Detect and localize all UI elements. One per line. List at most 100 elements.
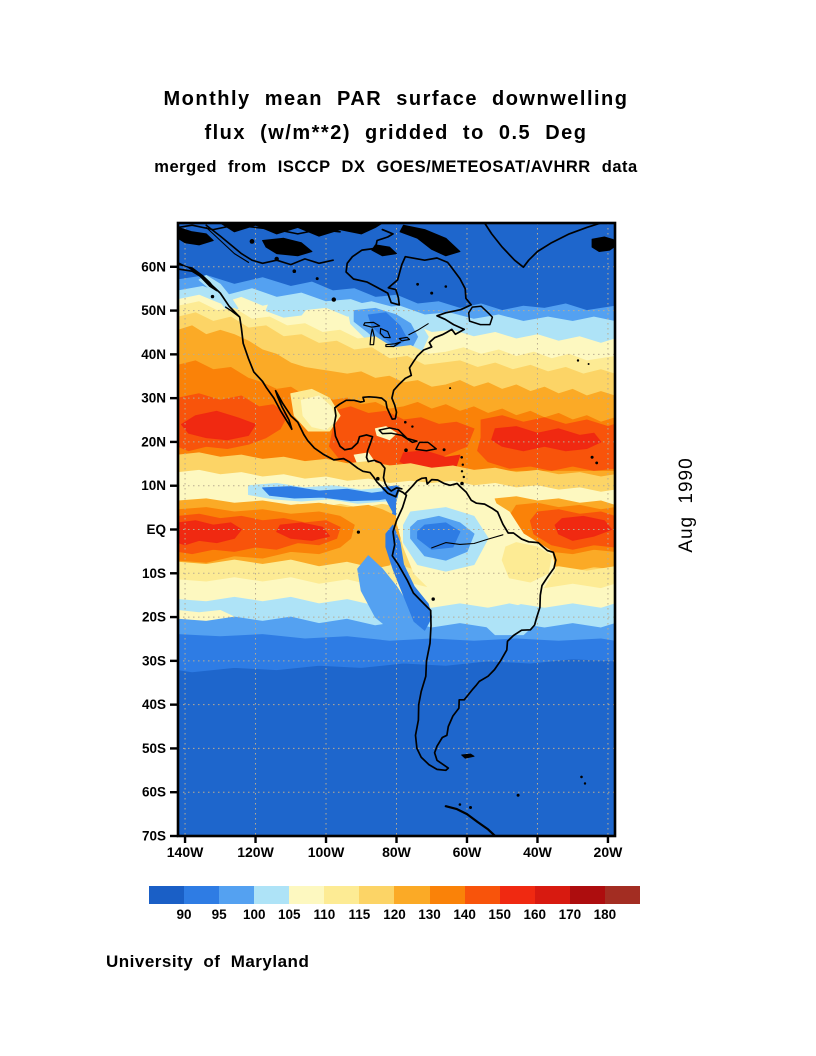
colorbar-label: 90 <box>176 907 192 922</box>
lat-tick-label: EQ <box>146 522 166 537</box>
axes-frame <box>170 221 617 843</box>
colorbar-label: 180 <box>593 907 617 922</box>
island-dot <box>583 782 587 785</box>
lat-tick-label: 60S <box>142 785 166 800</box>
lon-tick-label: 20W <box>594 844 624 857</box>
colorbar-label: 120 <box>383 907 406 922</box>
colorbar-segment-4 <box>289 886 325 904</box>
island-dot <box>444 285 448 288</box>
chart-title-line2: flux (w/m**2) gridded to 0.5 Deg <box>204 122 588 144</box>
flux-region-6 <box>265 299 309 318</box>
lon-tick-label: 40W <box>523 844 553 857</box>
lat-tick-label: 60N <box>141 259 166 274</box>
island-dot <box>516 793 520 797</box>
vancouver-island <box>224 306 240 317</box>
flux-region-5 <box>367 312 408 347</box>
lat-tick-label: 30N <box>141 391 166 406</box>
colorbar-segment-5 <box>324 886 360 904</box>
island-dot <box>210 294 215 299</box>
lat-tick-label: 10S <box>142 566 166 581</box>
colorbar-segment-6 <box>359 886 395 904</box>
coastlines <box>178 223 615 836</box>
lake-huron <box>379 327 391 339</box>
lat-tick-label: 50S <box>142 741 166 756</box>
lat-tick-label: 30S <box>142 653 166 668</box>
greenland <box>483 223 602 269</box>
falkland-islands <box>461 753 475 759</box>
se-alaska-archipelago <box>178 261 218 292</box>
flux-region-36 <box>554 515 612 541</box>
chart-subtitle: merged from ISCCP DX GOES/METEOSAT/AVHRR… <box>154 158 638 176</box>
chart-title-line1: Monthly mean PAR surface downwelling <box>163 88 629 110</box>
island-dot <box>587 363 590 365</box>
lat-tick-label: 70S <box>142 829 166 844</box>
colorbar-label: 150 <box>488 907 511 922</box>
colorbar-label: 170 <box>558 907 582 922</box>
island-dot <box>576 359 580 362</box>
island-dot <box>274 256 279 262</box>
antarctic-peninsula <box>444 805 497 836</box>
colorbar-segment-9 <box>464 886 500 904</box>
lat-tick-label: 20N <box>141 434 166 449</box>
island-dot <box>315 277 319 281</box>
island-dot <box>331 297 336 302</box>
axes-tick-labels: 60N 50N 40N 30N 20N 10N EQ 10S 20S 30S 40S 50S 60S 70… <box>141 259 623 857</box>
island-dot <box>460 456 464 459</box>
colorbar-label: 160 <box>523 907 547 922</box>
island-dot <box>431 597 435 601</box>
flux-region-20 <box>300 395 338 431</box>
island-dot <box>430 291 434 295</box>
date-label: Aug 1990 <box>676 457 697 553</box>
island-dot <box>469 806 472 809</box>
lon-tick-label: 100W <box>308 844 345 857</box>
island-dot <box>292 269 297 273</box>
lake-michigan <box>369 328 375 346</box>
colorbar-label: 110 <box>313 907 336 922</box>
victoria-island <box>262 237 313 257</box>
island-dot <box>411 425 414 428</box>
island-dot <box>249 239 255 244</box>
colorbar-label: 140 <box>453 907 476 922</box>
lake-erie <box>385 341 401 348</box>
st-lawrence-river <box>408 323 429 336</box>
colorbar-segment-13 <box>604 886 640 904</box>
flux-region-47 <box>501 542 553 583</box>
flux-region-33 <box>178 520 242 546</box>
hispaniola <box>415 441 438 452</box>
colorbar-label: 105 <box>278 907 301 922</box>
lon-tick-label: 80W <box>382 844 412 857</box>
iceland <box>591 236 615 252</box>
colorbar-legend: 90 95 100 105 110 115 120 130 140 150 160 170 180 <box>149 886 641 926</box>
lon-tick-label: 120W <box>237 844 274 857</box>
lat-tick-label: 20S <box>142 610 166 625</box>
newfoundland <box>467 305 494 326</box>
flux-region-34 <box>276 522 330 541</box>
island-dot <box>376 476 380 481</box>
lat-tick-label: 40N <box>141 347 166 362</box>
lon-tick-label: 60W <box>453 844 483 857</box>
colorbar-segment-12 <box>569 886 605 904</box>
colorbar-segments <box>149 886 640 904</box>
colorbar-label: 100 <box>242 907 266 922</box>
colorbar-label: 130 <box>418 907 441 922</box>
flux-region-50 <box>385 524 433 631</box>
attribution: University of Maryland <box>106 952 310 971</box>
colorbar-segment-8 <box>429 886 465 904</box>
arctic-coast <box>178 224 341 235</box>
flux-region-48 <box>480 603 538 636</box>
island-dot <box>416 282 419 286</box>
latlon-gridlines <box>178 223 615 836</box>
island-dot <box>458 803 462 806</box>
colorbar-segment-2 <box>219 886 255 904</box>
americas-main <box>178 268 557 772</box>
map-plot: 60N 50N 40N 30N 20N 10N EQ 10S 20S 30S 40S 50S 60S 70… <box>141 221 623 857</box>
island-dot <box>460 481 464 486</box>
colorbar-segment-1 <box>184 886 220 904</box>
lat-tick-label: 50N <box>141 303 166 318</box>
colorbar-segment-7 <box>394 886 430 904</box>
lake-superior <box>363 321 381 328</box>
colorbar-label: 115 <box>348 907 371 922</box>
colorbar-label: 95 <box>211 907 227 922</box>
island-dot <box>449 387 452 390</box>
